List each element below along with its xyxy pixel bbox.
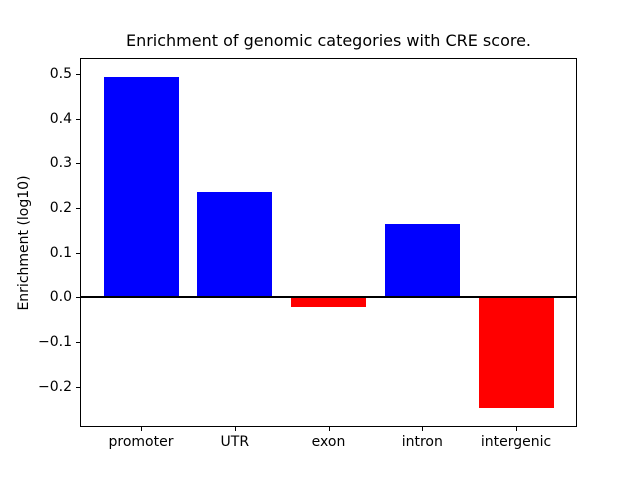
y-axis-label: Enrichment (log10) [16, 175, 32, 311]
x-tick-label-exon: exon [311, 434, 346, 450]
y-tick-label: 0.5 [49, 65, 72, 82]
y-tick-label: −0.1 [38, 334, 72, 350]
x-tick-mark [328, 427, 330, 431]
chart-title: Enrichment of genomic categories with CR… [125, 31, 532, 50]
x-tick-mark [516, 427, 517, 431]
bar-intergenic [478, 297, 554, 409]
zero-line [81, 296, 576, 299]
y-tick-label: 0.2 [49, 199, 72, 216]
x-tick-label-promoter: promoter [108, 434, 174, 450]
y-tick-mark [76, 73, 80, 75]
y-tick-mark [76, 386, 80, 388]
y-tick-mark [76, 163, 80, 165]
x-tick-mark [422, 427, 424, 431]
y-tick-label: 0.3 [49, 155, 72, 172]
plot-area: promoter UTR exon intron intergenic 0.5 0.4 0.3… [38, 58, 577, 449]
bar-intron [384, 224, 460, 298]
x-tick-label-intron: intron [401, 434, 443, 450]
bar-exon [291, 297, 366, 308]
y-tick-label: 0.1 [49, 244, 72, 261]
y-tick-mark [76, 342, 80, 343]
x-tick-mark [141, 427, 142, 431]
y-tick-mark [76, 207, 80, 209]
x-tick-mark [234, 427, 236, 431]
y-tick-mark [76, 118, 80, 120]
x-tick-label-UTR: UTR [220, 434, 250, 450]
y-tick-label: 0.4 [49, 110, 72, 127]
y-tick-label: 0.0 [49, 289, 72, 306]
x-tick-label-intergenic: intergenic [480, 434, 552, 450]
bar-promoter [103, 76, 179, 298]
y-tick-mark [76, 252, 80, 254]
y-tick-mark [76, 297, 80, 299]
y-tick-label: −0.2 [38, 378, 72, 395]
bar-UTR [197, 191, 273, 298]
